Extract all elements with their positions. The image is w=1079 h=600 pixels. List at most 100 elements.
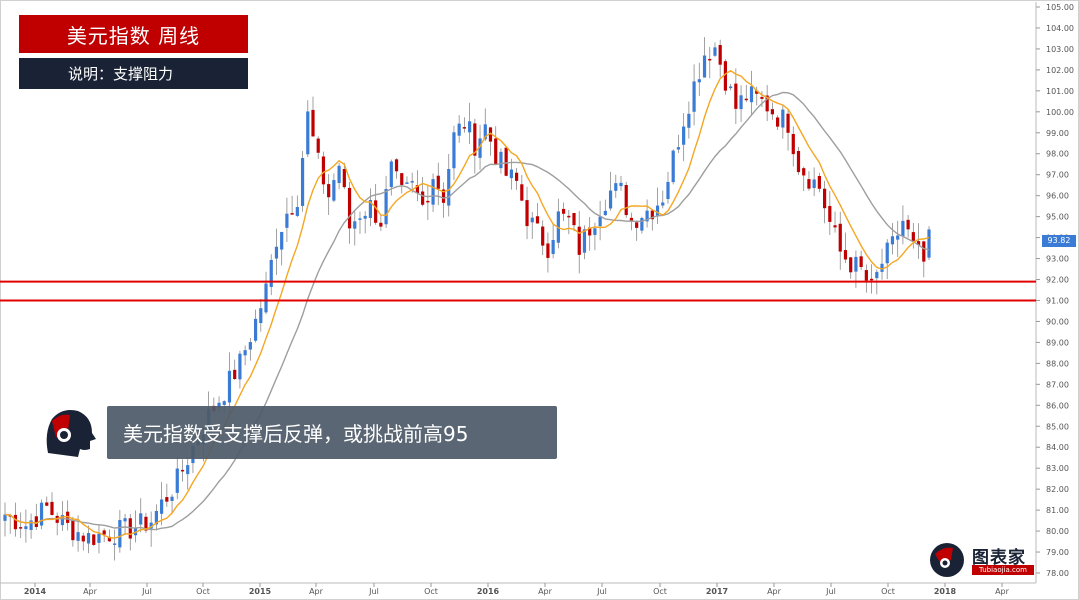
x-tick-label: Jul [596, 587, 607, 596]
x-tick-label: Apr [83, 587, 98, 596]
candle-up [332, 180, 336, 201]
candle-down [802, 168, 806, 176]
y-tick-label: 95.00 [1046, 213, 1069, 222]
candle-down [473, 123, 477, 156]
candle-down [415, 185, 420, 194]
candle-up [530, 217, 534, 223]
candle-down [786, 113, 790, 133]
x-tick-label: Jul [368, 587, 379, 596]
candle-down [916, 241, 921, 245]
candle-up [97, 533, 101, 543]
candle-down [864, 270, 868, 281]
candle-down [421, 191, 425, 205]
x-tick-label: Jul [825, 587, 836, 596]
candle-up [483, 124, 487, 140]
candle-down [233, 369, 237, 380]
candle-up [603, 210, 607, 216]
candle-down [765, 95, 769, 112]
candle-up [217, 402, 221, 408]
candle-up [154, 510, 158, 525]
candle-up [306, 111, 310, 155]
candle-up [222, 401, 226, 405]
candle-up [139, 513, 143, 525]
candle-down [514, 172, 519, 181]
candle-up [253, 318, 258, 341]
candle-up [243, 350, 247, 356]
candle-down [635, 222, 639, 228]
x-tick-label: Oct [196, 587, 210, 596]
candle-down [394, 159, 399, 172]
y-tick-label: 99.00 [1046, 129, 1069, 138]
candle-up [227, 370, 232, 403]
candle-up [363, 215, 367, 219]
candle-up [300, 158, 305, 206]
candle-down [311, 109, 315, 137]
candle-up [269, 259, 273, 287]
ma-slow-line [4, 91, 930, 531]
candle-up [358, 218, 362, 220]
candle-down [567, 215, 571, 218]
candle-up [29, 520, 33, 530]
candle-up [729, 86, 733, 89]
candle-up [655, 205, 660, 217]
candle-down [347, 187, 352, 229]
candle-up [499, 151, 503, 169]
x-tick-label: Oct [653, 587, 667, 596]
candle-up [175, 468, 179, 493]
candle-down [525, 200, 529, 227]
candle-down [316, 138, 320, 153]
y-tick-label: 87.00 [1046, 380, 1069, 389]
candle-up [431, 179, 435, 205]
candle-down [13, 514, 18, 530]
candle-down [859, 256, 863, 268]
candle-up [645, 210, 649, 222]
candle-up [901, 220, 905, 237]
y-tick-label: 86.00 [1046, 401, 1069, 410]
x-tick-label: 2014 [24, 587, 47, 596]
candle-down [650, 210, 654, 220]
candle-down [321, 156, 326, 185]
candle-up [186, 465, 190, 475]
candle-down [462, 127, 466, 129]
y-tick-label: 90.00 [1046, 317, 1069, 326]
candle-down [92, 534, 96, 545]
candle-down [488, 127, 493, 142]
brand-logo-icon [930, 543, 964, 577]
candle-down [822, 188, 827, 209]
last-price-tag: 93.82 [1042, 235, 1076, 247]
candle-down [144, 516, 148, 531]
candle-up [551, 239, 555, 255]
candle-down [843, 250, 848, 260]
candle-up [682, 126, 686, 145]
candle-down [572, 213, 576, 226]
candle-down [807, 179, 811, 189]
candle-up [295, 207, 299, 216]
candle-up [76, 532, 80, 541]
candle-up [3, 514, 7, 521]
candle-down [19, 527, 23, 529]
y-tick-label: 92.00 [1046, 276, 1069, 285]
candle-up [337, 165, 341, 184]
candle-up [113, 543, 117, 545]
candle-down [180, 469, 185, 472]
candle-up [713, 47, 717, 56]
candle-up [812, 179, 816, 188]
candle-down [796, 150, 801, 173]
candle-up [368, 200, 373, 218]
candle-down [535, 216, 540, 224]
chart-title: 美元指数 周线 [19, 15, 248, 53]
candle-up [264, 283, 268, 313]
candle-up [384, 188, 388, 225]
candle-up [702, 55, 707, 78]
candle-up [697, 79, 701, 83]
candle-up [170, 496, 174, 501]
candle-down [629, 217, 634, 221]
candle-up [593, 228, 597, 235]
y-tick-label: 82.00 [1046, 485, 1069, 494]
candle-up [285, 213, 289, 228]
x-tick-label: 2016 [477, 587, 500, 596]
candle-down [520, 184, 524, 201]
candle-down [494, 138, 498, 165]
candle-up [739, 95, 743, 110]
